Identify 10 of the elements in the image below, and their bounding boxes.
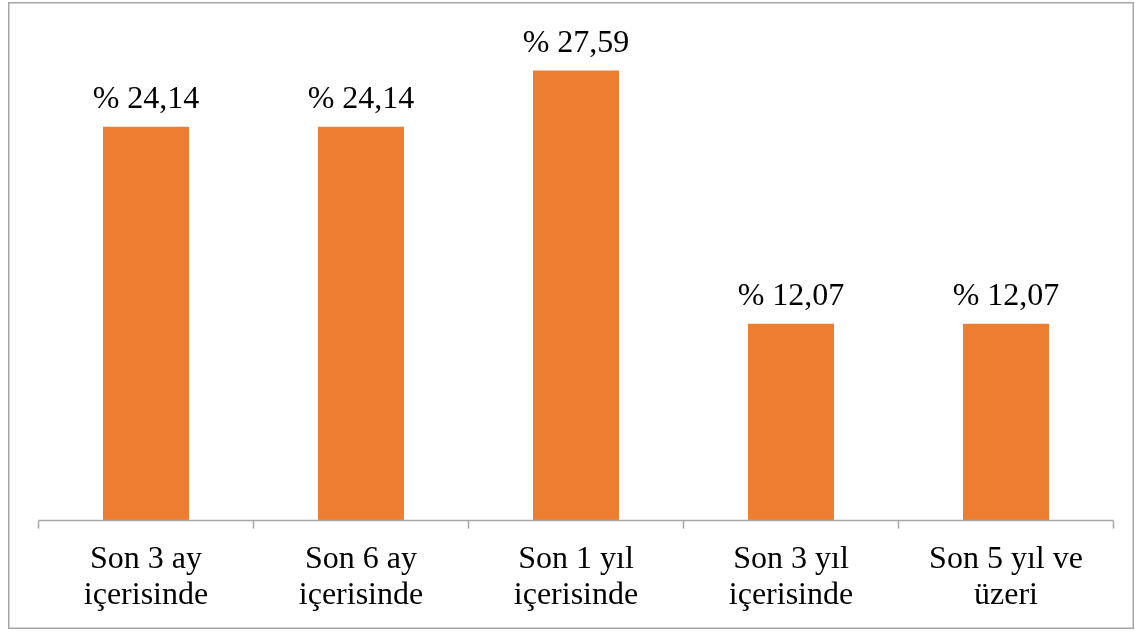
data-label: % 24,14 [307, 78, 415, 115]
x-tick-label: Son 1 yıl içerisinde [513, 538, 639, 611]
x-tick-label: Son 3 ay içerisinde [83, 538, 209, 611]
data-label: % 12,07 [952, 275, 1060, 312]
x-tick-label: Son 5 yıl ve üzeri [929, 538, 1083, 611]
x-tick-label: Son 3 yıl içerisinde [728, 538, 854, 611]
x-tick-label: Son 6 ay içerisinde [298, 538, 424, 611]
data-label: % 24,14 [92, 78, 200, 115]
data-label: % 12,07 [737, 275, 845, 312]
data-label: % 27,59 [522, 22, 630, 59]
